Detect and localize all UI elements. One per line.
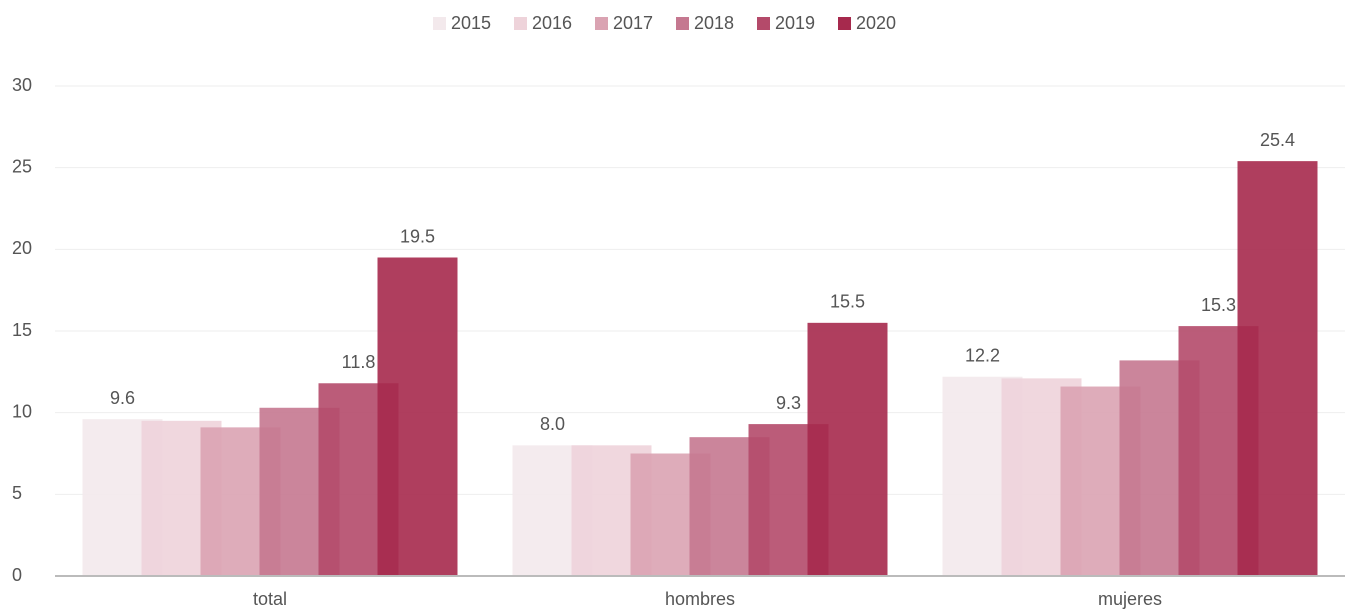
- legend-swatch: [676, 17, 689, 30]
- data-label: 11.8: [342, 352, 376, 372]
- legend-label: 2017: [613, 13, 653, 33]
- legend-label: 2020: [856, 13, 896, 33]
- legend-label: 2016: [532, 13, 572, 33]
- data-label: 8.0: [540, 414, 565, 434]
- y-tick-label: 15: [12, 320, 32, 340]
- x-tick-label: mujeres: [1098, 589, 1162, 609]
- y-tick-label: 25: [12, 156, 32, 176]
- legend-swatch: [595, 17, 608, 30]
- x-tick-label: hombres: [665, 589, 735, 609]
- y-tick-label: 10: [12, 401, 32, 421]
- y-tick-label: 20: [12, 238, 32, 258]
- legend-swatch: [433, 17, 446, 30]
- legend-label: 2015: [451, 13, 491, 33]
- legend-swatch: [757, 17, 770, 30]
- data-label: 9.3: [776, 393, 801, 413]
- data-label: 9.6: [110, 388, 135, 408]
- legend-label: 2018: [694, 13, 734, 33]
- bar: [807, 322, 888, 576]
- y-tick-label: 30: [12, 75, 32, 95]
- bar: [377, 257, 458, 576]
- y-tick-label: 5: [12, 483, 22, 503]
- data-label: 19.5: [400, 226, 435, 246]
- y-tick-label: 0: [12, 565, 22, 585]
- data-label: 15.5: [830, 292, 865, 312]
- x-tick-label: total: [253, 589, 287, 609]
- data-label: 15.3: [1201, 295, 1236, 315]
- bar: [1237, 161, 1318, 576]
- legend-swatch: [838, 17, 851, 30]
- legend-swatch: [514, 17, 527, 30]
- legend-label: 2019: [775, 13, 815, 33]
- data-label: 12.2: [965, 345, 1000, 365]
- data-label: 25.4: [1260, 130, 1295, 150]
